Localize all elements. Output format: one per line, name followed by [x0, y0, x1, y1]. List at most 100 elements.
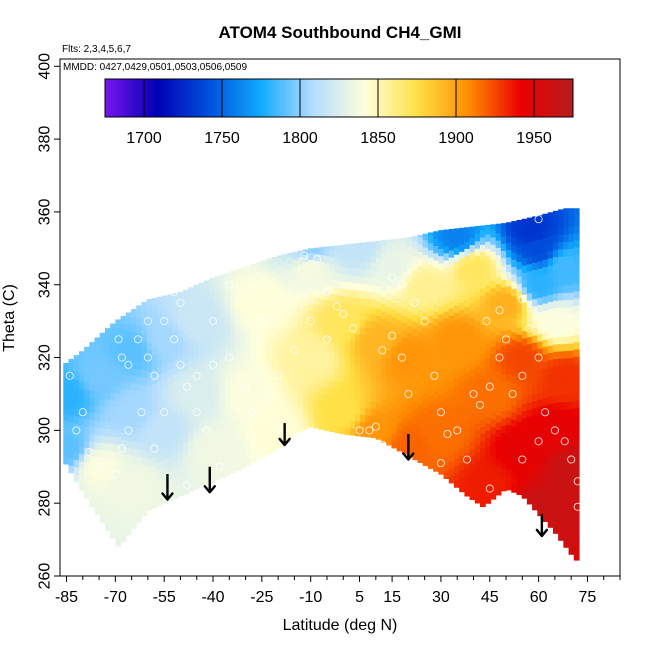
colorbar-segment — [566, 79, 571, 117]
field-cell — [506, 315, 512, 323]
field-cell — [558, 299, 564, 308]
field-cell — [73, 466, 80, 475]
field-cell — [177, 481, 184, 490]
field-cell — [370, 241, 377, 249]
field-cell — [558, 270, 564, 279]
colorbar-segment — [398, 79, 402, 117]
field-cell — [375, 373, 382, 382]
field-cell — [474, 269, 481, 278]
field-cell — [292, 411, 299, 420]
field-cell — [558, 234, 564, 243]
field-cell — [141, 362, 148, 371]
field-cell — [459, 331, 465, 340]
arrow-head — [161, 492, 174, 501]
field-cell — [422, 305, 429, 313]
field-cell — [214, 384, 221, 393]
colorbar-segment — [226, 79, 231, 117]
field-cell — [198, 464, 205, 473]
field-cell — [391, 324, 398, 332]
field-cell — [396, 319, 403, 328]
field-cell — [78, 359, 85, 367]
field-cell — [427, 366, 434, 375]
field-cell — [547, 257, 554, 266]
field-cell — [407, 267, 413, 276]
field-cell — [427, 257, 434, 265]
field-cell — [115, 538, 122, 547]
field-cell — [532, 422, 538, 431]
field-cell — [443, 238, 450, 247]
field-cell — [120, 351, 127, 360]
field-cell — [198, 413, 205, 422]
field-cell — [167, 303, 174, 312]
field-cell — [130, 317, 137, 325]
field-cell — [552, 518, 559, 527]
field-cell — [209, 430, 215, 439]
field-cell — [526, 234, 533, 243]
field-cell — [94, 478, 101, 487]
field-cell — [396, 312, 403, 321]
field-cell — [162, 444, 169, 453]
field-cell — [453, 290, 460, 299]
observation-point — [137, 408, 146, 417]
field-cell — [547, 374, 554, 383]
field-cell — [448, 402, 455, 411]
field-cell — [68, 370, 75, 379]
colorbar-segment — [183, 79, 187, 117]
field-cell — [209, 409, 215, 417]
field-cell — [412, 292, 419, 300]
field-cell — [547, 330, 554, 339]
field-cell — [188, 331, 195, 339]
field-cell — [318, 261, 325, 270]
field-cell — [130, 455, 137, 464]
field-cell — [219, 360, 226, 369]
field-cell — [276, 367, 283, 376]
field-cell — [115, 378, 122, 387]
field-cell — [474, 430, 481, 438]
field-cell — [495, 305, 502, 314]
field-cell — [235, 331, 241, 340]
observation-point — [257, 317, 266, 326]
field-cell — [547, 388, 554, 397]
field-cell — [453, 421, 460, 430]
field-cell — [318, 290, 325, 299]
field-cell — [438, 248, 445, 257]
field-cell — [193, 423, 200, 432]
field-cell — [297, 351, 304, 360]
field-cell — [558, 336, 564, 345]
field-cell — [120, 330, 127, 338]
field-cell — [563, 270, 570, 279]
field-cell — [282, 399, 288, 407]
colorbar-segment — [186, 79, 190, 117]
field-cell — [308, 248, 314, 253]
field-cell — [495, 254, 502, 263]
field-cell — [552, 351, 559, 360]
field-cell — [177, 306, 184, 315]
field-cell — [563, 328, 570, 337]
field-cell — [537, 486, 544, 495]
colorbar-segment — [304, 79, 309, 117]
field-cell — [344, 252, 351, 261]
field-cell — [157, 468, 163, 477]
field-cell — [443, 296, 450, 305]
field-cell — [136, 419, 142, 428]
field-cell — [407, 245, 413, 254]
field-cell — [526, 387, 533, 396]
colorbar-segment — [479, 79, 484, 117]
field-cell — [438, 379, 445, 388]
field-cell — [563, 481, 570, 490]
field-cell — [209, 379, 215, 388]
field-cell — [323, 255, 330, 264]
field-cell — [495, 283, 502, 292]
field-cell — [495, 487, 502, 496]
field-cell — [422, 436, 429, 445]
field-cell — [245, 341, 252, 350]
field-cell — [558, 209, 564, 214]
field-cell — [110, 363, 116, 372]
field-cell — [287, 263, 294, 272]
colorbar-segment — [264, 79, 268, 117]
field-cell — [485, 292, 492, 300]
colorbar-segment — [139, 79, 143, 117]
field-cell — [438, 342, 445, 351]
field-cell — [162, 473, 169, 482]
field-cell — [256, 350, 262, 359]
